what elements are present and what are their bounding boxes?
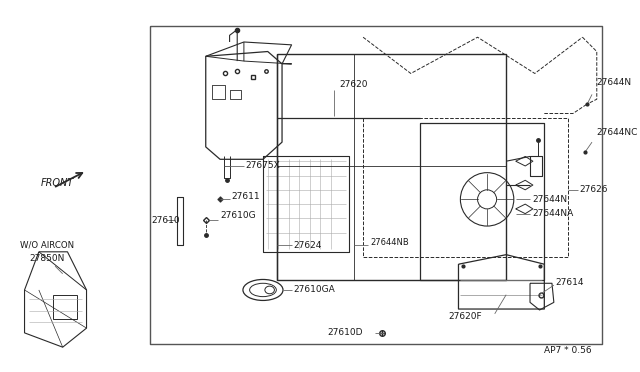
Text: 27610G: 27610G — [220, 211, 255, 220]
Text: 27644NB: 27644NB — [371, 238, 410, 247]
Text: 27644NC: 27644NC — [596, 128, 638, 137]
Text: 27620F: 27620F — [449, 312, 483, 321]
Text: 27644NA: 27644NA — [532, 209, 573, 218]
Text: 27610D: 27610D — [328, 328, 363, 337]
Text: AP7 * 0.56: AP7 * 0.56 — [544, 346, 592, 355]
Ellipse shape — [265, 286, 275, 294]
Text: 27624: 27624 — [294, 241, 322, 250]
Text: 27614: 27614 — [556, 278, 584, 287]
Text: 27626: 27626 — [580, 185, 608, 194]
Text: FRONT: FRONT — [41, 178, 74, 188]
Text: 27610: 27610 — [152, 216, 180, 225]
Text: 27644N: 27644N — [596, 78, 632, 87]
Text: 27644N: 27644N — [532, 195, 567, 204]
Text: 27675X: 27675X — [246, 161, 280, 170]
Text: 27620: 27620 — [339, 80, 368, 89]
Text: W/O AIRCON: W/O AIRCON — [20, 241, 74, 250]
Text: 27610GA: 27610GA — [294, 285, 335, 295]
Text: 27611: 27611 — [232, 192, 260, 201]
Text: 27850N: 27850N — [29, 254, 65, 263]
